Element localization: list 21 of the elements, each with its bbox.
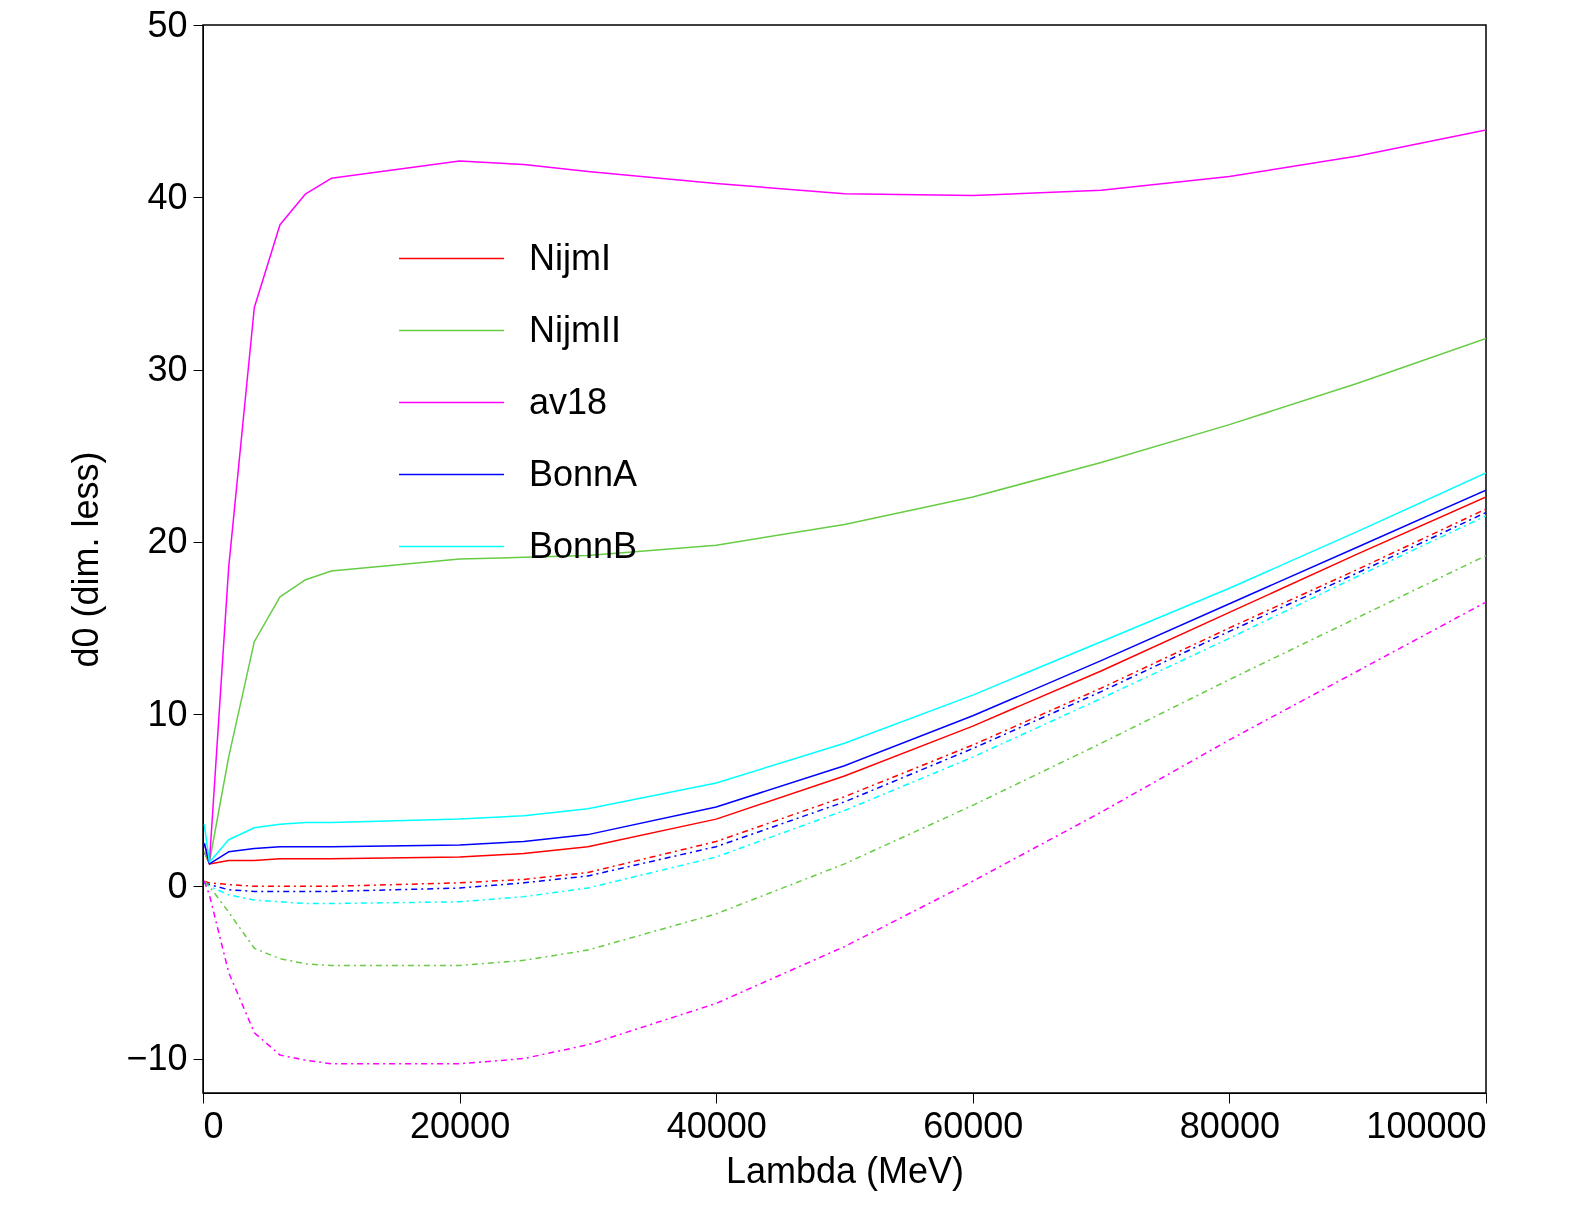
line-series	[203, 601, 1486, 1065]
y-tick-label: 50	[147, 3, 188, 45]
y-tick-label: −10	[126, 1037, 188, 1079]
legend-label: NijmII	[529, 308, 621, 350]
x-tick-label: 80000	[1179, 1104, 1280, 1146]
x-tick-label: 20000	[410, 1104, 511, 1146]
legend-label: BonnB	[529, 524, 638, 566]
legend-label: NijmI	[529, 236, 611, 278]
y-tick-label: 20	[147, 520, 188, 562]
x-tick-label: 100000	[1366, 1104, 1487, 1146]
y-axis-title: d0 (dim. less)	[65, 451, 107, 668]
y-tick-label: 10	[147, 692, 188, 734]
legend-label: BonnA	[529, 452, 638, 494]
y-tick-label: 30	[147, 348, 188, 390]
y-tick-label: 0	[167, 864, 188, 906]
x-tick-label: 40000	[666, 1104, 767, 1146]
x-tick-label: 0	[203, 1104, 224, 1146]
x-tick-label: 60000	[923, 1104, 1024, 1146]
y-tick-label: 40	[147, 175, 188, 217]
x-axis-title: Lambda (MeV)	[725, 1149, 965, 1191]
legend-label: av18	[529, 380, 608, 422]
